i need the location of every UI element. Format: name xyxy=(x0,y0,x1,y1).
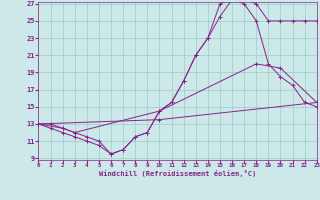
X-axis label: Windchill (Refroidissement éolien,°C): Windchill (Refroidissement éolien,°C) xyxy=(99,170,256,177)
